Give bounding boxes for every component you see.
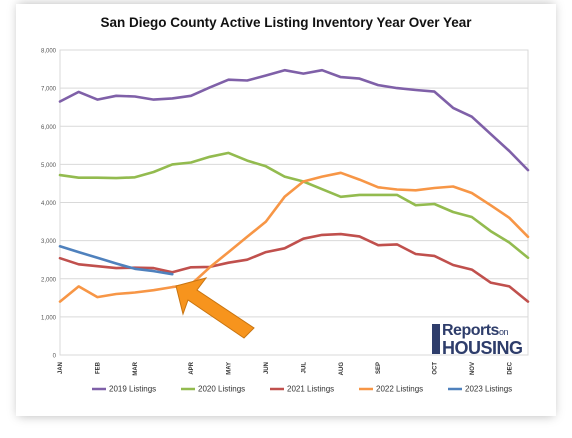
legend-label: 2023 Listings: [465, 385, 512, 394]
x-tick-label: APR: [189, 361, 195, 374]
series-lines: [58, 68, 530, 303]
reports-on-housing-logo: Reportson HOUSING: [432, 322, 532, 362]
logo-housing-text: HOUSING: [442, 338, 523, 358]
orange-arrow-icon: [175, 277, 255, 339]
x-tick-label: OCT: [432, 362, 438, 375]
y-tick-label: 3,000: [41, 239, 57, 245]
legend-label: 2022 Listings: [376, 385, 423, 394]
legend-label: 2021 Listings: [287, 385, 334, 394]
y-tick-label: 2,000: [41, 277, 57, 283]
arrow-annotation: [175, 277, 255, 339]
x-tick-label: MAR: [133, 361, 139, 375]
y-axis: 0 1,000 2,000 3,000 4,000 5,000 6,000 7,000 8,00…: [41, 49, 57, 360]
series-line-2021-listings: [58, 232, 530, 303]
series-line-2022-listings: [58, 171, 530, 303]
logo-mark: [432, 324, 440, 354]
chart-legend: 2019 Listings 2020 Listings 2021 Listings 2…: [92, 385, 512, 394]
series-line-2019-listings: [58, 68, 530, 172]
y-tick-label: 6,000: [41, 125, 57, 131]
y-tick-label: 5,000: [41, 163, 57, 169]
y-tick-label: 1,000: [41, 315, 57, 321]
chart-grid: [59, 49, 529, 356]
legend-label: 2020 Listings: [198, 385, 245, 394]
x-tick-label: FEB: [95, 361, 101, 374]
logo-reports-text: Reports: [442, 322, 499, 339]
x-tick-label: NOV: [470, 362, 476, 375]
x-tick-label: MAY: [226, 362, 232, 375]
logo-on-text: on: [498, 327, 509, 337]
x-tick-label: JUN: [264, 362, 270, 374]
y-tick-label: 0: [53, 354, 57, 360]
series-line-2023-listings: [58, 245, 174, 276]
chart-title: San Diego County Active Listing Inventor…: [100, 15, 472, 30]
y-tick-label: 7,000: [41, 87, 57, 93]
x-tick-label: AUG: [339, 362, 345, 376]
x-tick-label: DEC: [507, 361, 513, 374]
logo-line1: Reportson: [442, 322, 508, 340]
y-tick-label: 8,000: [41, 49, 57, 55]
series-line-2020-listings: [58, 151, 530, 260]
x-tick-label: JAN: [58, 362, 64, 374]
x-tick-label: JUL: [301, 362, 307, 374]
x-tick-label: SEP: [376, 362, 382, 374]
legend-label: 2019 Listings: [109, 385, 156, 394]
x-axis: JAN FEB MAR APR MAY JUN JUL AUG SEP OCT NOV DEC: [58, 361, 513, 375]
y-tick-label: 4,000: [41, 201, 57, 207]
